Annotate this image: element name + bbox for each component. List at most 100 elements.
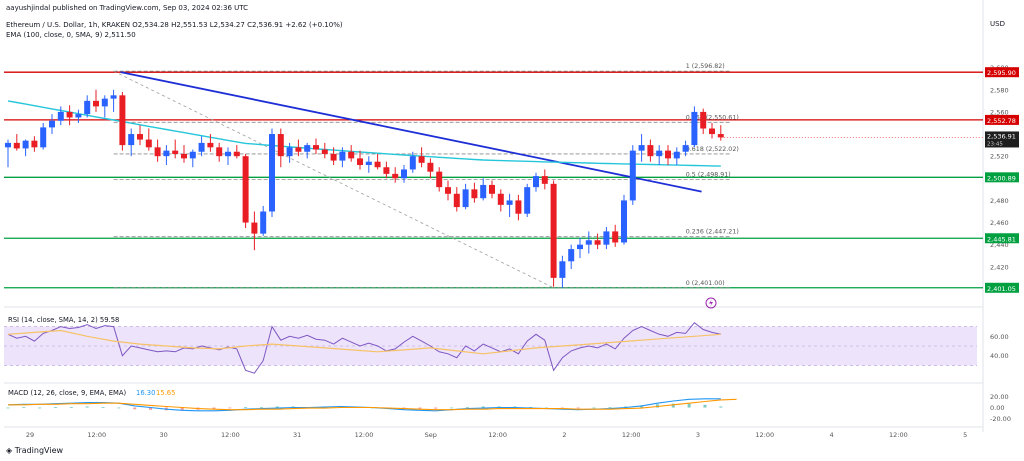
ema-legend: EMA (100, close, 0, SMA, 9) 2,511.50 [6, 31, 136, 39]
bullish-candle [401, 169, 407, 179]
bullish-candle [339, 151, 346, 161]
bearish-candle [137, 134, 143, 140]
resistance-price-label: 2,552.78 [987, 117, 1016, 125]
bullish-candle [656, 150, 663, 157]
price-tick-label: 2,420 [990, 263, 1009, 271]
time-tick-label: 12:00 [87, 431, 106, 439]
macd-legend: MACD (12, 26, close, 9, EMA, EMA) [8, 389, 127, 397]
bullish-candle [533, 176, 539, 188]
macd-histogram-bar [22, 407, 26, 408]
price-tick-label: 2,560 [990, 108, 1009, 116]
resistance-price-label: 2,595.90 [987, 69, 1016, 77]
macd-histogram-bar [6, 407, 10, 409]
bearish-candle [383, 167, 390, 174]
bullish-candle [49, 120, 55, 128]
bullish-candle [638, 145, 645, 151]
bearish-candle [119, 95, 126, 146]
macd-histogram-bar [545, 407, 549, 409]
bullish-candle [506, 200, 513, 205]
brand-label: TradingView [14, 446, 64, 455]
bullish-candle [84, 100, 91, 115]
bearish-candle [313, 145, 319, 150]
bullish-candle [673, 151, 680, 159]
support-price-label: 2,401.05 [987, 285, 1016, 293]
price-tick-label: 2,440 [990, 241, 1009, 249]
bearish-candle [594, 240, 601, 245]
publisher-line: aayushjindal published on TradingView.co… [6, 4, 249, 12]
lightning-event-icon [705, 297, 717, 309]
macd-histogram-bar [228, 407, 232, 409]
macd-histogram-bar [434, 407, 438, 409]
time-tick-label: 2 [562, 431, 566, 439]
macd-histogram-bar [671, 403, 675, 408]
time-tick-label: 12:00 [889, 431, 908, 439]
rsi-tick-label: 60.00 [990, 333, 1009, 341]
footer-brand[interactable]: ◈ TradingView [6, 446, 63, 455]
bullish-candle [691, 111, 698, 146]
bearish-candle [700, 111, 707, 129]
bullish-candle [577, 244, 583, 250]
bullish-candle [40, 127, 47, 148]
time-tick-label: 3 [696, 431, 700, 439]
bullish-candle [163, 150, 170, 157]
bearish-candle [453, 193, 460, 208]
bearish-candle [172, 150, 179, 154]
macd-histogram-bar [244, 407, 248, 408]
support-price-tag [985, 172, 1019, 183]
time-tick-label: 29 [26, 431, 34, 439]
price-tick-label: 2,520 [990, 153, 1009, 161]
bullish-candle [260, 211, 267, 234]
macd-histogram-bar [38, 407, 42, 409]
bearish-candle [321, 149, 328, 154]
bearish-candle [330, 153, 337, 161]
bullish-candle [524, 187, 531, 214]
fib-diagonal [113, 70, 554, 289]
macd-histogram-bar [719, 406, 723, 408]
macd-histogram-bar [592, 407, 596, 409]
resistance-price-tag [985, 67, 1019, 78]
bearish-candle [154, 147, 161, 157]
macd-tick-label: 20.00 [990, 393, 1009, 401]
rsi-legend: RSI (14, close, SMA, 14, 2) 59.58 [8, 316, 119, 324]
bearish-candle [709, 128, 715, 135]
bearish-candle [277, 134, 284, 157]
macd-histogram-bar [212, 407, 216, 410]
bearish-candle [348, 151, 355, 159]
bearish-candle [357, 158, 363, 166]
macd-histogram-bar [529, 407, 533, 408]
bullish-candle [585, 240, 592, 245]
bearish-candle [233, 151, 240, 157]
bullish-candle [189, 151, 196, 159]
macd-histogram-bar [85, 406, 89, 408]
bullish-candle [462, 189, 469, 208]
bullish-candle [409, 156, 416, 170]
bearish-candle [251, 222, 258, 234]
bearish-candle [181, 153, 187, 159]
time-tick-label: 30 [159, 431, 167, 439]
macd-value: 16.30 [136, 389, 155, 397]
time-tick-label: 12:00 [488, 431, 507, 439]
time-tick-label: 5 [963, 431, 967, 439]
bullish-candle [286, 147, 293, 157]
bearish-candle [31, 140, 38, 148]
bullish-candle [682, 145, 689, 152]
bullish-candle [621, 200, 627, 243]
macd-histogram-bar [560, 407, 564, 409]
bearish-candle [295, 147, 302, 152]
macd-histogram-bar [54, 407, 58, 408]
bearish-candle [550, 183, 557, 278]
fib-level-label: 0.5 (2,498.91) [686, 172, 731, 179]
last-price-label: 2,536.91 [987, 132, 1016, 140]
macd-histogram-bar [149, 407, 153, 410]
bullish-candle [75, 114, 82, 118]
macd-histogram-bar [703, 404, 707, 408]
bearish-candle [445, 187, 451, 194]
bearish-candle [13, 142, 20, 149]
macd-histogram-bar [608, 407, 612, 408]
rsi-line [7, 322, 721, 374]
tradingview-logo-icon: ◈ [6, 446, 15, 455]
price-tick-label: 2,580 [990, 86, 1009, 94]
bearish-candle [612, 231, 619, 243]
bearish-candle [515, 200, 522, 214]
